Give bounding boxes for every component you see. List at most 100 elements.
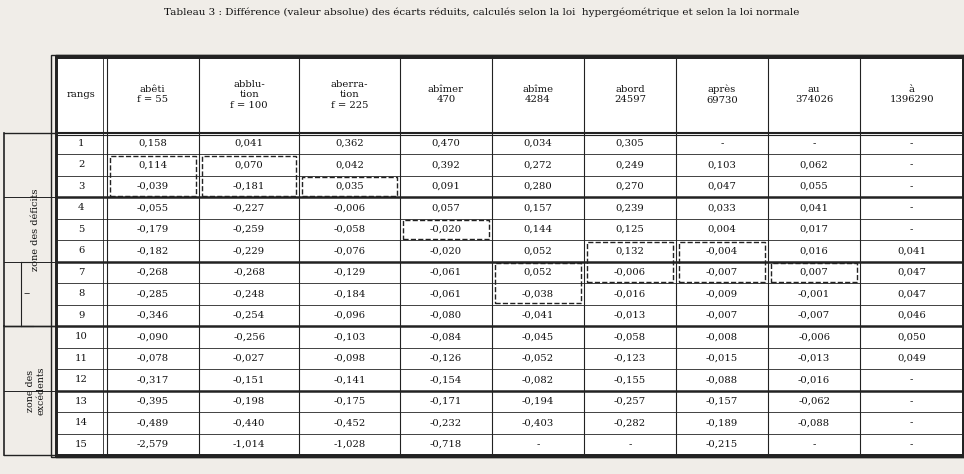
Text: -0,061: -0,061	[430, 268, 462, 277]
Text: -0,007: -0,007	[706, 311, 738, 320]
Text: à
1396290: à 1396290	[889, 85, 934, 104]
Text: 0,249: 0,249	[616, 161, 644, 169]
Text: -0,055: -0,055	[137, 203, 169, 212]
Text: -0,256: -0,256	[233, 332, 265, 341]
Text: -0,007: -0,007	[706, 268, 738, 277]
Text: au
374026: au 374026	[795, 85, 833, 104]
Text: -0,189: -0,189	[706, 419, 738, 427]
Bar	[201, 155, 297, 196]
Text: 0,017: 0,017	[799, 225, 828, 234]
Text: -: -	[910, 225, 913, 234]
Text: -0,039: -0,039	[137, 182, 169, 191]
Text: -0,016: -0,016	[614, 290, 646, 298]
Text: abord
24597: abord 24597	[614, 85, 646, 104]
Text: -0,215: -0,215	[706, 440, 738, 449]
Text: -0,282: -0,282	[614, 419, 646, 427]
Text: -0,157: -0,157	[706, 397, 738, 406]
Text: -0,129: -0,129	[334, 268, 365, 277]
Text: 0,125: 0,125	[616, 225, 644, 234]
Text: -0,020: -0,020	[430, 225, 462, 234]
Text: abblu-
tion
f = 100: abblu- tion f = 100	[230, 80, 268, 109]
Text: 0,041: 0,041	[799, 203, 829, 212]
Text: -0,489: -0,489	[137, 419, 169, 427]
Text: -0,179: -0,179	[137, 225, 169, 234]
Bar	[110, 155, 196, 196]
Text: 12: 12	[75, 375, 88, 384]
Text: 0,103: 0,103	[708, 161, 736, 169]
Text: -0,015: -0,015	[706, 354, 738, 363]
Text: -0,182: -0,182	[137, 246, 169, 255]
Text: -0,027: -0,027	[233, 354, 265, 363]
Text: -: -	[910, 161, 913, 169]
Text: 10: 10	[75, 332, 88, 341]
Text: 0,091: 0,091	[432, 182, 461, 191]
Text: -0,058: -0,058	[334, 225, 365, 234]
Text: 0,270: 0,270	[616, 182, 644, 191]
Text: -0,076: -0,076	[334, 246, 365, 255]
Text: 0,046: 0,046	[897, 311, 926, 320]
Text: -0,082: -0,082	[522, 375, 554, 384]
Text: -0,020: -0,020	[430, 246, 462, 255]
Text: aberra-
tion
f = 225: aberra- tion f = 225	[331, 80, 368, 109]
Text: -1,028: -1,028	[334, 440, 365, 449]
Text: -0,038: -0,038	[522, 290, 554, 298]
Text: -0,013: -0,013	[798, 354, 830, 363]
Text: -1,014: -1,014	[233, 440, 265, 449]
Text: 0,041: 0,041	[234, 139, 263, 148]
Text: -0,151: -0,151	[233, 375, 265, 384]
Text: -0,088: -0,088	[706, 375, 738, 384]
Text: -0,184: -0,184	[334, 290, 365, 298]
Text: -0,141: -0,141	[334, 375, 366, 384]
Text: -0,001: -0,001	[798, 290, 830, 298]
Bar	[495, 263, 581, 303]
Text: 11: 11	[75, 354, 88, 363]
Text: -0,096: -0,096	[334, 311, 365, 320]
Text: -0,175: -0,175	[334, 397, 365, 406]
Text: -: -	[813, 139, 816, 148]
Text: -0,080: -0,080	[430, 311, 462, 320]
Text: 0,470: 0,470	[432, 139, 461, 148]
Text: -0,718: -0,718	[430, 440, 462, 449]
Text: 0,004: 0,004	[708, 225, 736, 234]
Text: -0,403: -0,403	[522, 419, 554, 427]
Bar	[771, 263, 857, 282]
Text: -0,004: -0,004	[706, 246, 738, 255]
Text: 0,050: 0,050	[897, 332, 926, 341]
Text: -0,317: -0,317	[137, 375, 169, 384]
Text: 0,047: 0,047	[708, 182, 736, 191]
Text: abêti
f = 55: abêti f = 55	[137, 85, 169, 104]
Text: 9: 9	[78, 311, 85, 320]
Text: 0,035: 0,035	[335, 182, 364, 191]
Text: 0,305: 0,305	[616, 139, 644, 148]
Text: 0,239: 0,239	[616, 203, 644, 212]
Text: -: -	[910, 397, 913, 406]
Text: -0,126: -0,126	[430, 354, 462, 363]
Text: 0,114: 0,114	[138, 161, 168, 169]
Text: 0,157: 0,157	[523, 203, 552, 212]
Bar	[403, 220, 489, 239]
Text: -: -	[720, 139, 724, 148]
Text: -0,452: -0,452	[334, 419, 365, 427]
Text: -: -	[910, 440, 913, 449]
Text: -0,061: -0,061	[430, 290, 462, 298]
Text: -2,579: -2,579	[137, 440, 169, 449]
Text: -: -	[910, 375, 913, 384]
Text: 14: 14	[75, 419, 88, 427]
Text: -0,346: -0,346	[137, 311, 169, 320]
Text: 0,062: 0,062	[800, 161, 828, 169]
Text: 0,047: 0,047	[897, 290, 926, 298]
Text: 15: 15	[75, 440, 88, 449]
Text: -0,045: -0,045	[522, 332, 554, 341]
Text: -0,248: -0,248	[233, 290, 265, 298]
Text: -0,009: -0,009	[706, 290, 738, 298]
Text: -0,123: -0,123	[614, 354, 646, 363]
Text: 0,033: 0,033	[708, 203, 736, 212]
Text: après
69730: après 69730	[707, 85, 737, 105]
Text: 0,070: 0,070	[234, 161, 263, 169]
Text: 0,144: 0,144	[523, 225, 552, 234]
Text: -0,058: -0,058	[614, 332, 646, 341]
Text: zone des déficits: zone des déficits	[31, 188, 40, 271]
Text: 0,392: 0,392	[432, 161, 460, 169]
Text: -0,198: -0,198	[233, 397, 265, 406]
Text: -: -	[536, 440, 540, 449]
